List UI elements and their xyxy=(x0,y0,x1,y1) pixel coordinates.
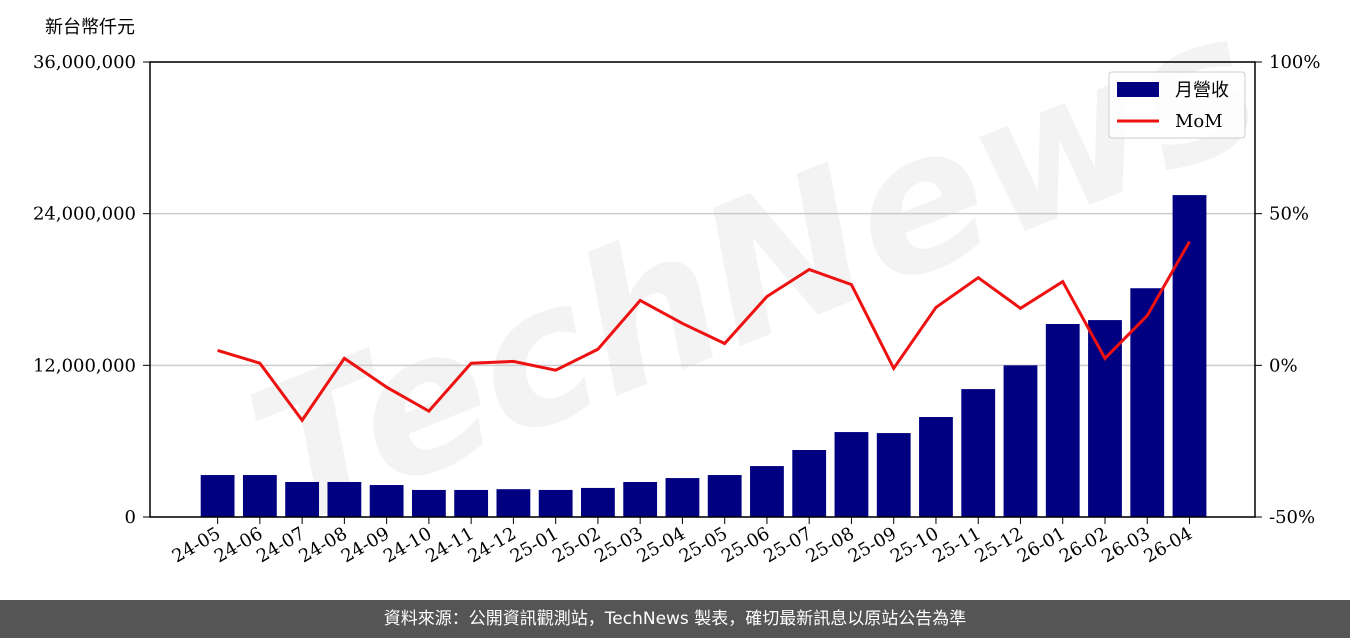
legend-swatch xyxy=(1117,82,1159,97)
chart: TechNews 新台幣仟元 012,000,00024,000,00036,0… xyxy=(33,0,1321,570)
footer: 資料來源：公開資訊觀測站，TechNews 製表，確切最新訊息以原站公告為準 xyxy=(0,600,1350,638)
bar xyxy=(454,489,489,517)
bar xyxy=(1045,324,1080,517)
plot-frame xyxy=(149,61,1256,518)
y2-tick-label: 0% xyxy=(1269,355,1298,376)
bar xyxy=(919,417,953,517)
bar xyxy=(665,478,700,517)
y-tick-label: 0 xyxy=(125,507,136,528)
bar xyxy=(707,475,742,517)
bar xyxy=(876,433,911,517)
bar xyxy=(327,481,362,517)
mom-line xyxy=(217,240,1191,423)
bar xyxy=(411,489,446,517)
legend-label: 月營收 xyxy=(1175,80,1229,101)
bar xyxy=(1130,288,1165,517)
bar xyxy=(623,481,658,517)
y-tick-label: 12,000,000 xyxy=(33,355,136,376)
y2-tick-label: -50% xyxy=(1269,507,1315,528)
y-tick-label: 24,000,000 xyxy=(33,204,136,225)
bar xyxy=(961,389,996,517)
bar xyxy=(834,432,869,517)
bar xyxy=(496,489,531,517)
y2-tick-label: 50% xyxy=(1269,204,1309,225)
bar xyxy=(792,450,827,517)
y2-tick-label: 100% xyxy=(1269,52,1320,73)
bar xyxy=(1172,195,1207,517)
bar xyxy=(581,487,615,517)
bar xyxy=(538,489,573,517)
bar xyxy=(1003,365,1038,517)
y-tick-label: 36,000,000 xyxy=(33,52,136,73)
legend-label: MoM xyxy=(1175,111,1223,132)
bar xyxy=(242,475,277,517)
bar xyxy=(1088,320,1122,517)
bar xyxy=(285,481,320,517)
bar xyxy=(369,485,404,517)
y-axis-label: 新台幣仟元 xyxy=(45,17,135,38)
bar xyxy=(750,466,784,517)
bar xyxy=(200,475,235,517)
x-tick-label: 26-04 xyxy=(1141,523,1196,567)
